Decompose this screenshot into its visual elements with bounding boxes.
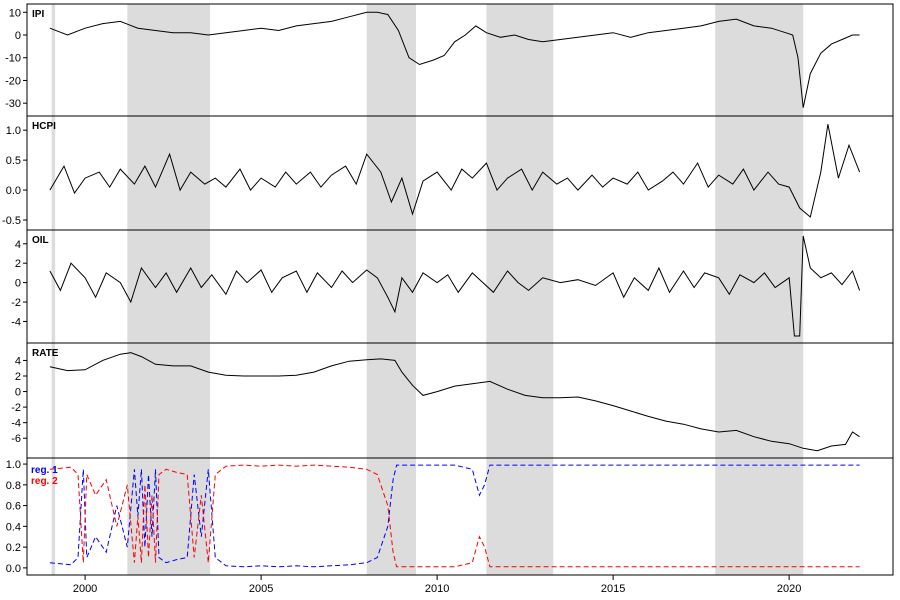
y-tick-label: 0.8 bbox=[6, 480, 21, 492]
y-tick-label: 0 bbox=[15, 387, 21, 399]
panel-label: HCPI bbox=[32, 121, 56, 132]
panel-label: RATE bbox=[32, 348, 59, 359]
y-tick-label: -0.5 bbox=[2, 215, 21, 227]
shaded-period bbox=[127, 230, 211, 343]
y-tick-label: -20 bbox=[5, 75, 21, 87]
x-tick-label: 2010 bbox=[425, 583, 449, 595]
shaded-period bbox=[51, 116, 56, 230]
panel-1: 1.0 0.5 0.0 -0.5 HCPI bbox=[2, 115, 894, 231]
shaded-period bbox=[715, 343, 804, 458]
panel-label: IPI bbox=[32, 9, 44, 20]
x-tick-label: 2000 bbox=[73, 583, 97, 595]
shaded-period bbox=[715, 458, 804, 575]
shaded-period bbox=[366, 458, 416, 575]
y-tick-label: -30 bbox=[5, 98, 21, 110]
y-tick-label: -4 bbox=[11, 418, 21, 430]
y-tick-label: 1.0 bbox=[6, 125, 21, 137]
shaded-period bbox=[127, 343, 211, 458]
shaded-period bbox=[486, 458, 554, 575]
shaded-period bbox=[486, 343, 554, 458]
y-tick-label: 0.0 bbox=[6, 185, 21, 197]
shaded-period bbox=[715, 4, 804, 116]
shaded-period bbox=[127, 4, 211, 116]
series-line bbox=[49, 124, 861, 218]
y-tick-label: -2 bbox=[11, 297, 21, 309]
y-tick-label: 4 bbox=[15, 355, 21, 367]
shaded-period bbox=[715, 230, 804, 343]
shaded-period bbox=[51, 343, 56, 458]
legend-entry-2: reg. 2 bbox=[31, 476, 58, 487]
shaded-period bbox=[715, 116, 804, 230]
series-line-2 bbox=[49, 464, 860, 568]
panel-frame bbox=[26, 457, 894, 576]
y-tick-label: 0.5 bbox=[6, 155, 21, 167]
series-line bbox=[49, 11, 860, 108]
y-tick-label: 0.0 bbox=[6, 563, 21, 575]
shaded-period bbox=[486, 230, 554, 343]
y-tick-label: 2 bbox=[15, 258, 21, 270]
y-tick-label: 10 bbox=[9, 7, 21, 19]
shaded-period bbox=[51, 230, 56, 343]
y-tick-label: 0 bbox=[15, 278, 21, 290]
shaded-period bbox=[366, 343, 416, 458]
series-line bbox=[49, 235, 861, 337]
shaded-period bbox=[51, 458, 56, 575]
shaded-period bbox=[127, 458, 211, 575]
y-tick-label: -2 bbox=[11, 402, 21, 414]
x-tick-label: 2005 bbox=[249, 583, 273, 595]
y-tick-label: 0.4 bbox=[6, 521, 21, 533]
y-tick-label: 4 bbox=[15, 239, 21, 251]
series-line bbox=[49, 352, 860, 452]
y-tick-label: 0.2 bbox=[6, 542, 21, 554]
x-tick-label: 2015 bbox=[601, 583, 625, 595]
shaded-period bbox=[127, 116, 211, 230]
shaded-period bbox=[51, 4, 56, 116]
y-tick-label: -6 bbox=[11, 433, 21, 445]
y-tick-label: 2 bbox=[15, 371, 21, 383]
panel-label: OIL bbox=[32, 235, 49, 246]
y-tick-label: -10 bbox=[5, 53, 21, 65]
y-tick-label: 1.0 bbox=[6, 459, 21, 471]
shaded-period bbox=[366, 4, 416, 116]
y-tick-label: 0 bbox=[15, 30, 21, 42]
panel-2: 4 2 0 -2 -4 OIL bbox=[11, 229, 894, 344]
shaded-period bbox=[486, 4, 554, 116]
panel-3: 4 2 0 -2 -4 -6 RATE bbox=[11, 342, 894, 459]
x-tick-label: 2020 bbox=[777, 583, 801, 595]
legend-entry-1: reg. 1 bbox=[31, 465, 58, 476]
y-tick-label: -4 bbox=[11, 316, 21, 328]
series-line-1 bbox=[49, 464, 860, 568]
shaded-period bbox=[366, 116, 416, 230]
panel-0: 10 0 -10 -20 -30 IPI bbox=[5, 3, 894, 117]
y-tick-label: 0.6 bbox=[6, 501, 21, 513]
